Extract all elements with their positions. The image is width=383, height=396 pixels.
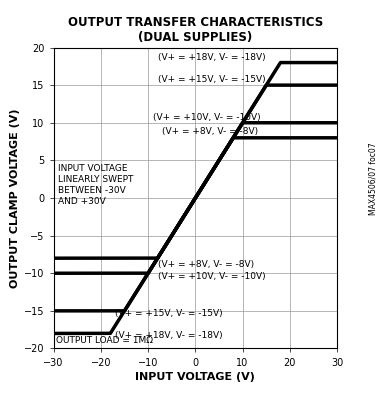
Text: (V+ = +8V, V- = -8V): (V+ = +8V, V- = -8V) [157,260,254,269]
Text: (V+ = +15V, V- = -15V): (V+ = +15V, V- = -15V) [157,74,265,84]
Text: (V+ = +18V, V- = -18V): (V+ = +18V, V- = -18V) [115,331,223,340]
Text: (V+ = +10V, V- = -10V): (V+ = +10V, V- = -10V) [153,113,260,122]
Text: MAX4506/07 foc07: MAX4506/07 foc07 [369,142,378,215]
Title: OUTPUT TRANSFER CHARACTERISTICS
(DUAL SUPPLIES): OUTPUT TRANSFER CHARACTERISTICS (DUAL SU… [68,15,323,44]
X-axis label: INPUT VOLTAGE (V): INPUT VOLTAGE (V) [136,372,255,382]
Text: (V+ = +10V, V- = -10V): (V+ = +10V, V- = -10V) [157,272,265,281]
Text: (V+ = +15V, V- = -15V): (V+ = +15V, V- = -15V) [115,309,223,318]
Y-axis label: OUTPUT CLAMP VOLTAGE (V): OUTPUT CLAMP VOLTAGE (V) [10,108,20,288]
Text: OUTPUT LOAD = 1MΩ: OUTPUT LOAD = 1MΩ [56,337,153,345]
Text: INPUT VOLTAGE
LINEARLY SWEPT
BETWEEN -30V
AND +30V: INPUT VOLTAGE LINEARLY SWEPT BETWEEN -30… [58,164,134,206]
Text: (V+ = +18V, V- = -18V): (V+ = +18V, V- = -18V) [157,53,265,62]
Text: (V+ = +8V, V- = -8V): (V+ = +8V, V- = -8V) [162,127,259,136]
